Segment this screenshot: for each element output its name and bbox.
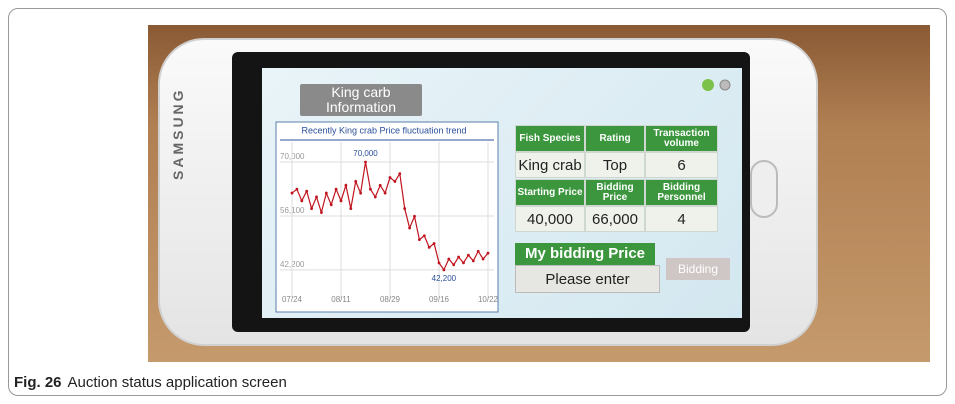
app-title: King carb Information [300,84,422,116]
table-header: Fish Species [515,125,585,152]
price-point [447,258,450,261]
table-header: Bidding Personnel [645,179,718,206]
price-point [472,260,475,263]
x-tick-label: 08/11 [331,295,351,304]
bid-label: My bidding Price [515,243,655,265]
price-point [443,268,446,271]
table-cell: Top [585,152,645,178]
price-point [320,211,323,214]
x-tick-label: 10/22 [478,295,499,304]
x-tick-label: 08/29 [380,295,401,304]
table-header: Transaction volume [645,125,718,152]
back-icon[interactable] [702,79,714,91]
price-chart: Recently King crab Price fluctuation tre… [272,120,502,315]
page: SAMSUNG King carb Information Recently K… [0,0,955,404]
y-tick-label: 70,000 [280,152,305,161]
gear-icon[interactable] [720,80,730,90]
table-cell: 4 [645,206,718,232]
home-button [750,160,778,218]
price-point [345,184,348,187]
price-point [433,242,436,245]
price-point [364,161,367,164]
table-cell: 40,000 [515,206,585,232]
price-point [291,192,294,195]
table-cell: 66,000 [585,206,645,232]
price-point [413,215,416,218]
price-point [305,190,308,193]
price-point [354,180,357,183]
x-tick-label: 09/16 [429,295,450,304]
price-point [379,184,382,187]
app-title-line: Information [300,100,422,115]
bid-input[interactable]: Please enter [515,265,660,293]
price-point [462,261,465,264]
table-header: Starting Price [515,179,585,206]
price-point [359,192,362,195]
price-point [374,196,377,199]
price-point [482,258,485,261]
app-title-line: King carb [300,85,422,100]
price-point [335,188,338,191]
phone-brand: SAMSUNG [170,50,186,180]
price-point [477,250,480,253]
price-point [423,234,426,237]
chart-panel [276,122,498,312]
caption-label: Fig. 26 [14,374,62,391]
price-point [384,192,387,195]
settings-icons [700,76,734,94]
price-point [315,196,318,199]
caption: Fig. 26 Auction status application screen [14,374,287,391]
price-point [389,176,392,179]
price-point [340,199,343,202]
value-label: 70,000 [353,149,378,158]
y-tick-label: 42,200 [280,260,305,269]
price-point [418,238,421,241]
x-tick-label: 07/24 [282,295,303,304]
bid-button[interactable]: Bidding [666,258,730,280]
table-header: Rating [585,125,645,152]
price-point [457,256,460,259]
price-point [467,254,470,257]
table-cell: 6 [645,152,718,178]
price-point [403,207,406,210]
price-point [330,203,333,206]
price-point [369,188,372,191]
price-point [325,192,328,195]
price-point [452,263,455,266]
value-label: 42,200 [432,274,457,283]
table-cell: King crab [515,152,585,178]
price-point [349,207,352,210]
y-tick-label: 56,100 [280,206,305,215]
caption-text: Auction status application screen [68,374,287,391]
price-point [296,188,299,191]
price-point [428,246,431,249]
table-header: Bidding Price [585,179,645,206]
price-point [408,227,411,230]
price-point [398,172,401,175]
price-point [487,252,490,255]
price-point [394,180,397,183]
chart-title: Recently King crab Price fluctuation tre… [301,125,466,135]
price-point [300,199,303,202]
price-point [310,207,313,210]
price-point [438,261,441,264]
